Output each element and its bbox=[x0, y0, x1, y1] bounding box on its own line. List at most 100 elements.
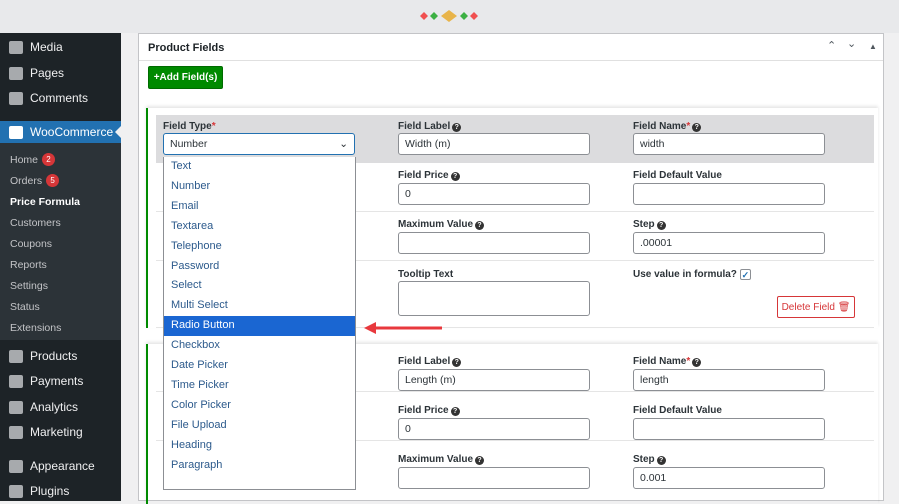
use-in-formula-checkbox[interactable]: ✓ bbox=[739, 269, 751, 280]
dropdown-option[interactable]: Heading bbox=[171, 438, 212, 451]
help-icon[interactable]: ? bbox=[452, 358, 462, 367]
field-name-input[interactable]: length bbox=[633, 369, 825, 391]
comments-icon bbox=[9, 91, 23, 105]
divider bbox=[156, 260, 874, 261]
help-icon[interactable]: ? bbox=[475, 221, 485, 230]
add-field-button[interactable]: +Add Field(s) bbox=[148, 66, 223, 89]
sidebar-item-marketing[interactable]: Marketing bbox=[0, 421, 121, 443]
move-up-icon[interactable]: ⌃ bbox=[827, 40, 837, 52]
dropdown-option[interactable]: Multi Select bbox=[171, 299, 228, 312]
divider bbox=[156, 440, 874, 441]
trash-icon: 🗑 bbox=[837, 301, 851, 313]
step-label: Step? bbox=[633, 454, 666, 465]
submenu-home[interactable]: Home 2 bbox=[10, 153, 56, 166]
field-name-input[interactable]: width bbox=[633, 133, 825, 155]
divider bbox=[156, 211, 874, 212]
help-icon[interactable]: ? bbox=[656, 456, 666, 465]
dropdown-option[interactable]: Color Picker bbox=[171, 398, 231, 411]
payments-icon bbox=[9, 374, 23, 388]
red-arrow-icon bbox=[364, 322, 442, 334]
field-type-dropdown: Text Number Email Textarea Telephone Password… bbox=[163, 157, 356, 490]
max-value-label: Maximum Value? bbox=[398, 454, 485, 465]
help-icon[interactable]: ? bbox=[475, 456, 485, 465]
submenu-customers[interactable]: Customers bbox=[10, 217, 61, 229]
max-value-input[interactable] bbox=[398, 232, 590, 254]
default-value-input[interactable] bbox=[633, 418, 825, 440]
sidebar-item-analytics[interactable]: Analytics bbox=[0, 396, 121, 418]
dropdown-option[interactable]: Radio Button bbox=[164, 316, 355, 337]
tooltip-label: Tooltip Text bbox=[398, 269, 454, 280]
sidebar-item-woocommerce[interactable]: WooCommerce bbox=[0, 121, 121, 143]
label: Pages bbox=[30, 66, 65, 80]
sidebar-item-comments[interactable]: Comments bbox=[0, 87, 121, 109]
field-price-label: Field Price? bbox=[398, 170, 460, 181]
help-icon[interactable]: ? bbox=[450, 172, 460, 181]
label: WooCommerce bbox=[30, 125, 114, 139]
tooltip-textarea[interactable] bbox=[398, 281, 590, 316]
dropdown-option[interactable]: Checkbox bbox=[171, 339, 220, 352]
badge: 2 bbox=[42, 153, 56, 166]
dropdown-option[interactable]: Select bbox=[171, 279, 202, 292]
toggle-panel-icon[interactable]: ▲ bbox=[869, 42, 877, 51]
dropdown-option[interactable]: Text bbox=[171, 160, 192, 172]
field-type-label: Field Type* bbox=[163, 121, 216, 132]
step-input[interactable]: 0.001 bbox=[633, 467, 825, 489]
field-label-input[interactable]: Width (m) bbox=[398, 133, 590, 155]
step-label: Step? bbox=[633, 219, 666, 230]
submenu-extensions[interactable]: Extensions bbox=[10, 322, 62, 334]
delete-field-button[interactable]: Delete Field 🗑 bbox=[777, 296, 855, 318]
help-icon[interactable]: ? bbox=[450, 407, 460, 416]
step-input[interactable]: .00001 bbox=[633, 232, 825, 254]
dropdown-option[interactable]: Telephone bbox=[171, 239, 222, 252]
submenu-coupons[interactable]: Coupons bbox=[10, 238, 53, 250]
field-price-input[interactable]: 0 bbox=[398, 418, 590, 440]
sidebar-item-media[interactable]: Media bbox=[0, 36, 121, 58]
submenu-status[interactable]: Status bbox=[10, 301, 40, 313]
dropdown-option[interactable]: Number bbox=[171, 179, 211, 192]
text: Field Price bbox=[398, 170, 449, 181]
field-name-label: Field Name*? bbox=[633, 356, 702, 367]
dropdown-option[interactable]: Password bbox=[171, 259, 220, 272]
field-price-input[interactable]: 0 bbox=[398, 183, 590, 205]
sidebar-item-pages[interactable]: Pages bbox=[0, 62, 121, 84]
sidebar-item-payments[interactable]: Payments bbox=[0, 370, 121, 392]
default-value-label: Field Default Value bbox=[633, 405, 722, 416]
field-label-input[interactable]: Length (m) bbox=[398, 369, 590, 391]
label: Payments bbox=[30, 374, 84, 388]
dropdown-option[interactable]: Paragraph bbox=[171, 458, 223, 471]
label: Comments bbox=[30, 91, 89, 105]
default-value-input[interactable] bbox=[633, 183, 825, 205]
appearance-icon bbox=[9, 459, 23, 473]
text: Field Label bbox=[398, 121, 451, 132]
analytics-icon bbox=[9, 400, 23, 414]
submenu-reports[interactable]: Reports bbox=[10, 259, 47, 271]
dropdown-option[interactable]: Textarea bbox=[171, 219, 214, 232]
dropdown-option[interactable]: Email bbox=[171, 199, 199, 212]
pages-icon bbox=[9, 66, 23, 80]
dropdown-option[interactable]: Time Picker bbox=[171, 378, 229, 391]
max-value-input[interactable] bbox=[398, 467, 590, 489]
move-down-icon[interactable]: ⌄ bbox=[847, 38, 857, 50]
submenu-price-formula[interactable]: Price Formula bbox=[10, 196, 81, 208]
help-icon[interactable]: ? bbox=[692, 123, 702, 132]
help-icon[interactable]: ? bbox=[656, 221, 666, 230]
field-type-select[interactable]: Number ⌄ bbox=[163, 133, 355, 155]
sidebar-item-appearance[interactable]: Appearance bbox=[0, 455, 121, 477]
submenu-settings[interactable]: Settings bbox=[10, 280, 48, 292]
woocommerce-icon bbox=[9, 125, 23, 139]
marketing-icon bbox=[9, 425, 23, 439]
help-icon[interactable]: ? bbox=[692, 358, 702, 367]
submenu-orders[interactable]: Orders 5 bbox=[10, 174, 60, 187]
sidebar-item-products[interactable]: Products bbox=[0, 345, 121, 367]
help-icon[interactable]: ? bbox=[452, 123, 462, 132]
chevron-down-icon: ⌄ bbox=[339, 138, 348, 150]
value: Number bbox=[170, 138, 208, 150]
dropdown-option[interactable]: Date Picker bbox=[171, 359, 228, 371]
label: Products bbox=[30, 349, 78, 363]
dropdown-option[interactable]: File Upload bbox=[171, 418, 227, 431]
label: Appearance bbox=[30, 459, 95, 473]
label: Analytics bbox=[30, 400, 79, 414]
sidebar-item-plugins[interactable]: Plugins bbox=[0, 480, 121, 502]
divider bbox=[156, 391, 874, 392]
text: Field Name bbox=[633, 121, 687, 132]
